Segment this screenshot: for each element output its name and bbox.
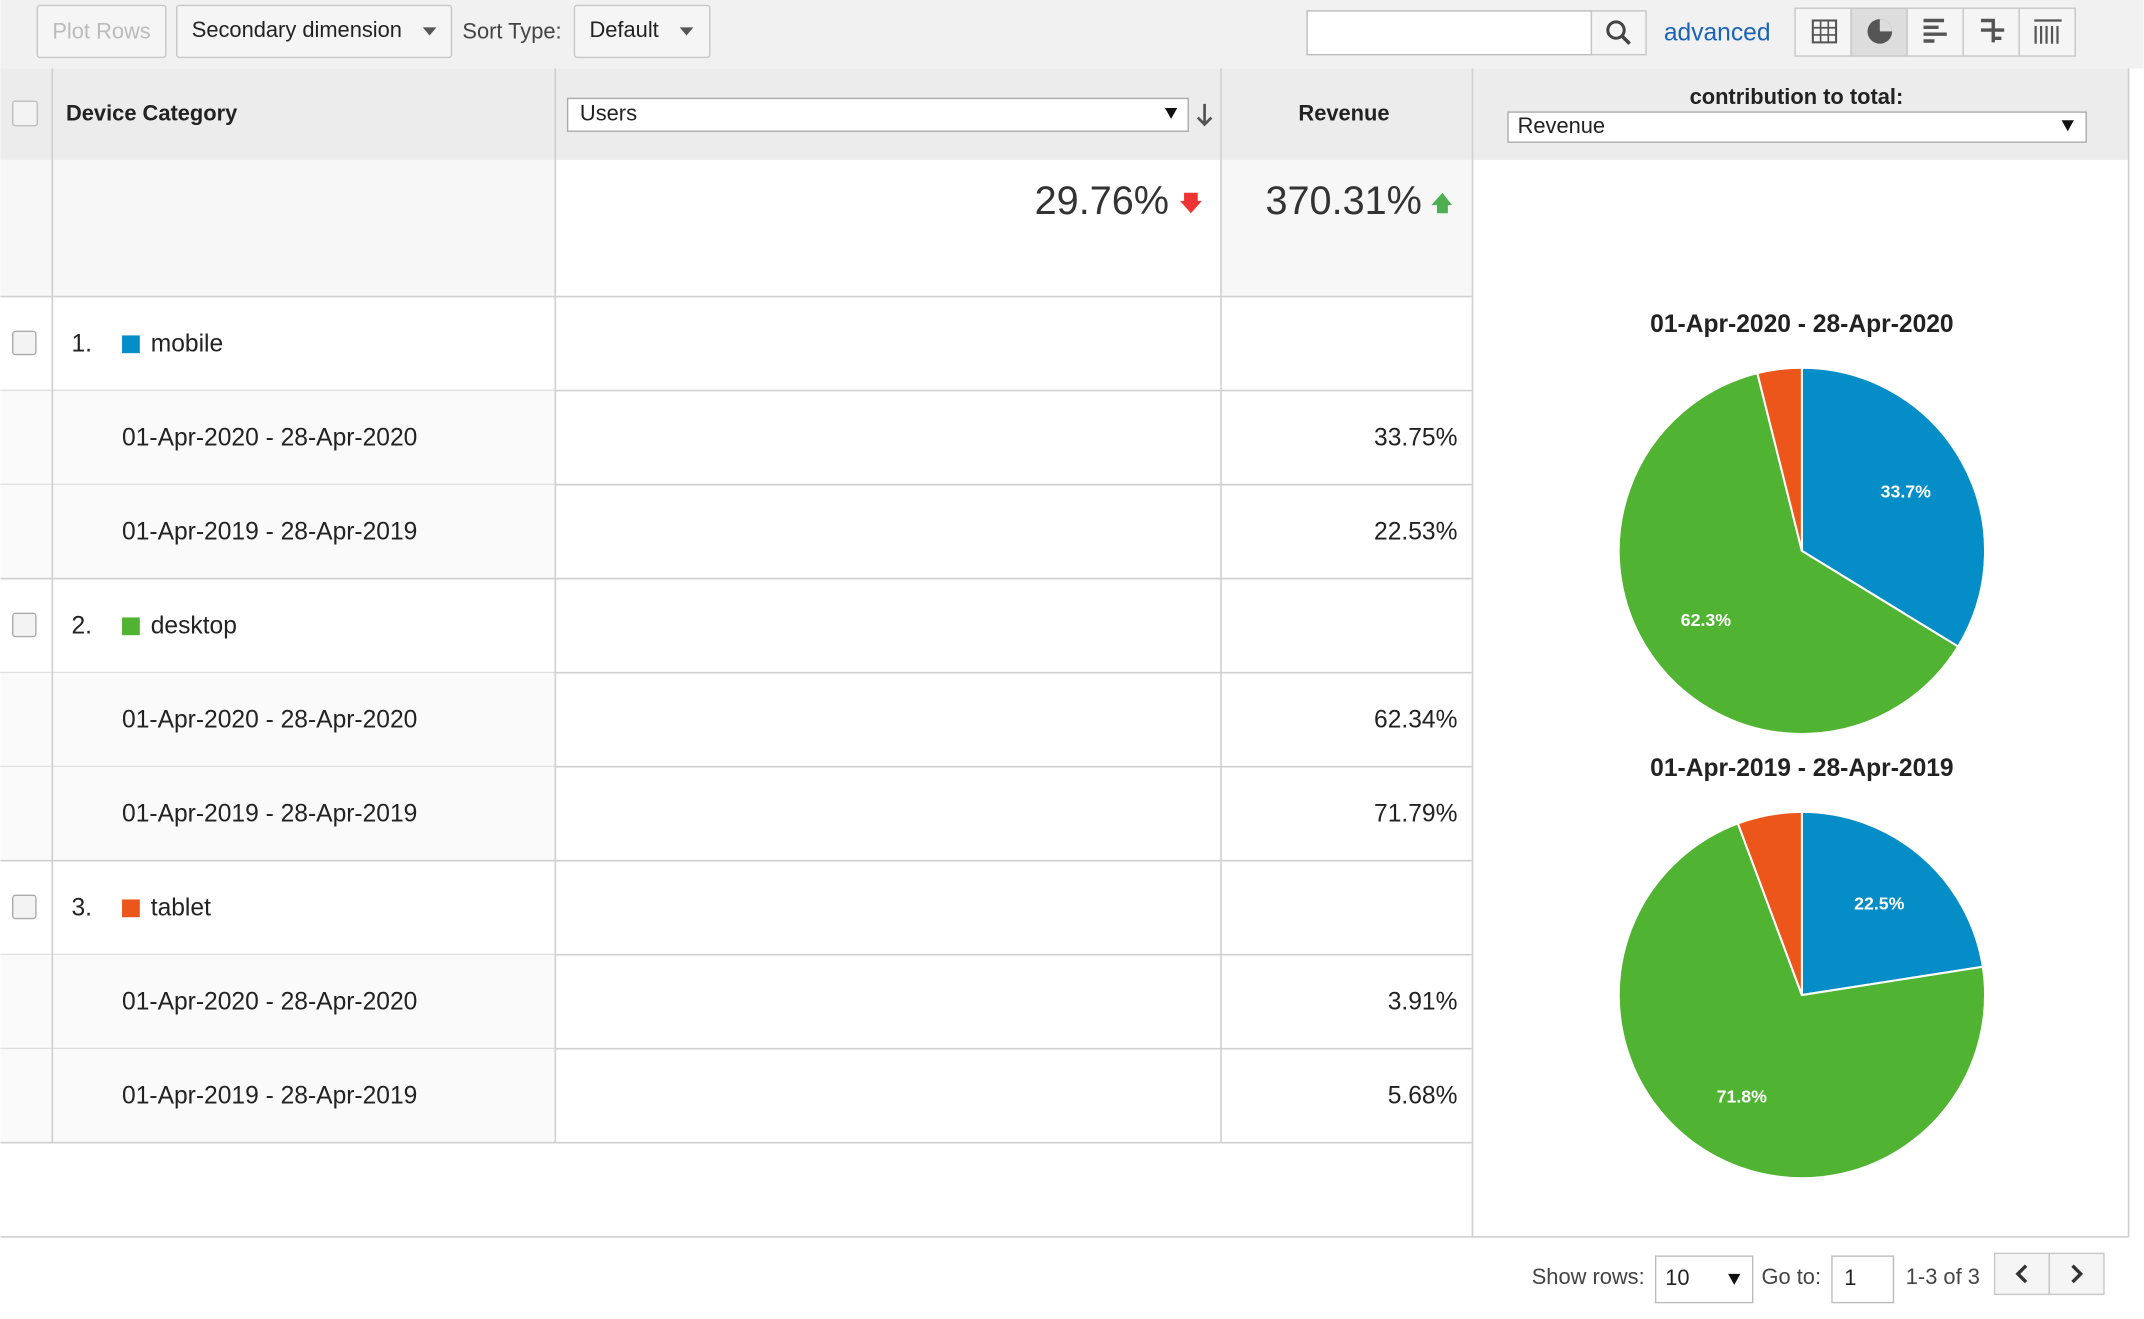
page-arrows [2015, 1264, 2084, 1284]
secondary-dimension-dropdown[interactable] [176, 4, 453, 59]
dropdown-caret [1728, 1273, 1741, 1285]
metric1-header: Users [580, 101, 637, 126]
color-swatch [122, 335, 140, 354]
revenue-share: 3.91% [1388, 989, 1458, 1016]
totals-row [0, 159, 556, 297]
pie-title: 01-Apr-2019 - 28-Apr-2019 [1650, 755, 1953, 782]
period-range: 01-Apr-2020 - 28-Apr-2020 [122, 424, 417, 451]
comparison-view-button[interactable] [1962, 7, 2020, 57]
checkbox[interactable] [12, 330, 37, 356]
icon [1980, 18, 2005, 43]
show-rows-label: Show rows: [1532, 1264, 1645, 1289]
show-rows-value: 10 [1665, 1265, 1689, 1290]
icon [1923, 18, 1947, 43]
icon [2034, 19, 2062, 44]
period-row-bg [0, 1048, 556, 1143]
pie-charts: 01-Apr-2020 - 28-Apr-2020 33.7% 62.3% 01-Ap… [1617, 311, 1987, 1180]
color-swatch [122, 899, 140, 918]
period-range: 01-Apr-2020 - 28-Apr-2020 [122, 707, 417, 734]
up-arrow [1431, 192, 1452, 214]
contribution-label: contribution to total: [1690, 84, 1904, 109]
dropdown-caret [679, 27, 694, 36]
search-icon [1606, 20, 1626, 40]
plot-rows-label: Plot Rows [52, 19, 150, 44]
search-icon [1620, 34, 1631, 45]
revenue-share: 33.75% [1374, 424, 1457, 451]
icon [1811, 19, 1838, 44]
pie-slice [1617, 371, 1960, 735]
dropdown-caret [1164, 107, 1178, 119]
search-button[interactable] [1590, 10, 1647, 56]
prev-page-button[interactable] [1993, 1252, 2050, 1296]
sort-type-dropdown[interactable] [573, 4, 711, 59]
pie-slice [1617, 822, 1987, 1180]
period-range: 01-Apr-2019 - 28-Apr-2019 [122, 801, 417, 828]
dropdown-caret [422, 27, 437, 36]
revenue-share: 71.79% [1374, 801, 1457, 828]
dimension-header: Device Category [66, 101, 238, 126]
pie-slice [1736, 810, 1803, 996]
slice-label: 62.3% [1681, 610, 1732, 630]
sort-arrow[interactable] [1196, 103, 1213, 127]
row-index: 3. [71, 895, 92, 922]
contribution-metric: Revenue [1518, 113, 1606, 138]
sort-type-value: Default [590, 17, 659, 42]
table-body: 1. mobile 01-Apr-2020 - 28-Apr-2020 33.75% 0… [0, 68, 1473, 1144]
period-row-bg [0, 954, 556, 1049]
goto-input[interactable] [1831, 1255, 1895, 1304]
row-index: 2. [71, 612, 92, 639]
totals-row [1220, 159, 1473, 297]
row-index: 1. [71, 330, 92, 357]
icon [1879, 19, 1893, 32]
down-arrow [1179, 192, 1202, 214]
revenue-change: 370.31% [1265, 179, 1421, 223]
revenue-share: 62.34% [1374, 707, 1457, 734]
performance-view-button[interactable] [1906, 7, 1964, 57]
checkbox[interactable] [12, 612, 37, 638]
revenue-share: 22.53% [1374, 518, 1457, 545]
period-row-bg [0, 766, 556, 861]
dropdown-caret [2061, 120, 2074, 132]
checkbox[interactable] [12, 894, 37, 920]
period-range: 01-Apr-2019 - 28-Apr-2019 [122, 518, 417, 545]
pie-title: 01-Apr-2020 - 28-Apr-2020 [1650, 311, 1953, 338]
icon [1812, 20, 1837, 43]
row-name: desktop [151, 612, 237, 639]
sort-type-label: Sort Type: [462, 19, 561, 44]
goto-value: 1 [1844, 1265, 1856, 1290]
pie-slice [1756, 366, 1803, 552]
slice-label: 71.8% [1717, 1087, 1768, 1107]
period-range: 01-Apr-2019 - 28-Apr-2019 [122, 1083, 417, 1110]
period-row-bg [0, 484, 556, 579]
contribution-dropdown[interactable] [1507, 111, 2087, 143]
pie-slice [1800, 810, 1985, 997]
goto-label: Go to: [1761, 1264, 1821, 1289]
row-name: mobile [151, 330, 223, 357]
period-row-bg [0, 390, 556, 485]
revenue-share: 5.68% [1388, 1083, 1458, 1110]
slice-label: 22.5% [1854, 893, 1905, 913]
period-range: 01-Apr-2020 - 28-Apr-2020 [122, 989, 417, 1016]
metric1-dropdown[interactable] [566, 97, 1189, 132]
pie-slice [1800, 366, 1987, 648]
color-swatch [122, 617, 140, 636]
slice-label: 33.7% [1881, 481, 1932, 501]
select-all-checkbox[interactable] [12, 100, 38, 127]
advanced-link[interactable]: advanced [1664, 20, 1771, 47]
plot-rows-button[interactable] [36, 4, 167, 59]
next-page-button[interactable] [2048, 1252, 2105, 1296]
row-name: tablet [151, 895, 211, 922]
view-switcher [1794, 7, 2076, 57]
page-range: 1-3 of 3 [1906, 1264, 1980, 1289]
period-row-bg [0, 672, 556, 767]
search-input[interactable] [1306, 10, 1593, 56]
table-view-button[interactable] [1794, 7, 1852, 57]
secondary-dimension-label: Secondary dimension [192, 17, 402, 42]
metric2-header: Revenue [1298, 101, 1389, 126]
users-change: 29.76% [1035, 179, 1169, 223]
